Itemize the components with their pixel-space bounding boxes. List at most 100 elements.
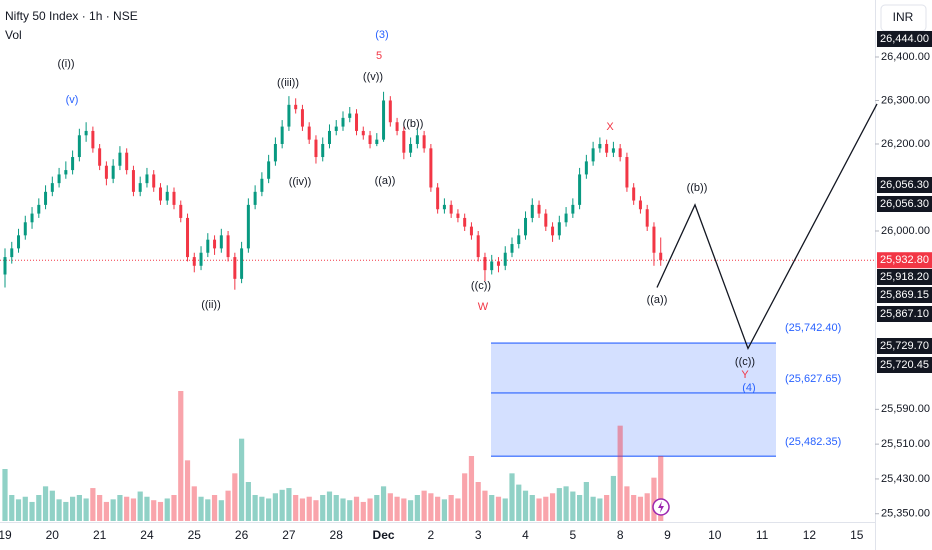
candle-body (50, 183, 54, 192)
x-tick-label: 4 (522, 528, 529, 542)
volume-bar (570, 491, 576, 521)
zone-label: (25,482.35) (785, 436, 841, 448)
candle-body (382, 100, 386, 140)
x-tick-label: Dec (373, 528, 395, 542)
y-tick-label: 25,510.00 (881, 438, 930, 450)
wave-label: ((iii)) (277, 77, 299, 89)
volume-bar (15, 499, 22, 521)
candle-body (524, 217, 528, 236)
volume-bar (380, 486, 387, 521)
candle-body (388, 100, 392, 123)
volume-bar (191, 486, 197, 521)
candle-body (341, 117, 345, 127)
wave-label: 5 (376, 50, 382, 62)
candle-body (537, 204, 541, 214)
candle-body (233, 257, 237, 279)
candle-body (165, 191, 169, 201)
volume-bar (577, 495, 583, 521)
price-tag: 25,867.10 (880, 308, 929, 320)
candle-body (213, 239, 217, 249)
x-tick-label: 3 (475, 528, 482, 542)
volume-bar (347, 500, 353, 521)
x-tick-label: 9 (664, 528, 671, 542)
volume-bar (49, 490, 55, 521)
volume-bar (651, 477, 657, 521)
candle-body (226, 235, 230, 258)
target-zone (491, 343, 776, 457)
volume-bar (272, 493, 278, 521)
candle-body (659, 252, 663, 261)
volume-bar (211, 495, 218, 521)
wave-label: ((i)) (57, 58, 74, 70)
candle-body (348, 113, 352, 118)
candle-body (125, 152, 129, 171)
candle-body (334, 126, 338, 131)
candle-body (3, 257, 7, 275)
candle-body (253, 191, 257, 205)
candle-body (186, 217, 190, 258)
candle-body (118, 152, 122, 166)
projection-path (656, 103, 878, 351)
candle-body (496, 261, 500, 266)
x-tick-label: 2 (428, 528, 435, 542)
y-tick-label: 26,300.00 (881, 94, 930, 106)
candle-body (469, 226, 473, 236)
candle-body (395, 122, 399, 131)
price-tag-bg (877, 269, 932, 285)
y-tick-label: 26,000.00 (881, 225, 930, 237)
volume-bar (502, 498, 508, 521)
volume-bar (428, 493, 434, 521)
x-tick-label: 20 (46, 528, 60, 542)
candle-body (91, 130, 95, 149)
zone-label: (25,742.40) (785, 322, 841, 334)
y-tick-label: 26,200.00 (881, 138, 930, 150)
x-tick-label: 28 (330, 528, 344, 542)
x-tick-label: 21 (93, 528, 107, 542)
x-tick-label: 11 (756, 528, 769, 542)
volume-bar (326, 491, 333, 521)
y-tick-label: 25,430.00 (881, 473, 930, 485)
volume-bar (83, 498, 89, 521)
candle-body (219, 235, 223, 249)
price-tag-bg (877, 287, 932, 303)
candle-body (273, 143, 277, 162)
price-tag: 26,444.00 (880, 33, 929, 45)
zone-label: (25,627.65) (785, 373, 841, 385)
candle-body (145, 174, 149, 184)
candle-body (172, 191, 176, 205)
candle-body (456, 213, 460, 218)
volume-bar (583, 482, 589, 521)
last-price-tag: 25,932.80 (880, 254, 929, 266)
volume-bar (536, 498, 542, 521)
volume-bar (604, 495, 610, 521)
volume-bar (97, 495, 103, 521)
candle-body (327, 130, 331, 144)
price-tag: 25,720.45 (880, 359, 929, 371)
volume-bar (245, 482, 251, 521)
price-tag-bg (877, 196, 932, 212)
volume-bar (408, 500, 414, 521)
volume-bar (76, 495, 82, 521)
volume-bar (340, 498, 346, 521)
candle-body (206, 239, 210, 253)
candle-body (584, 161, 588, 175)
candle-body (551, 226, 555, 236)
volume-bar (259, 496, 265, 521)
alert-icon[interactable] (652, 498, 670, 516)
volume-bar (637, 496, 644, 521)
volume-bar (110, 499, 116, 521)
volume-bar (367, 498, 373, 521)
candle-body (645, 209, 649, 227)
volume-bar (239, 438, 245, 521)
volume-bar (232, 473, 238, 521)
wave-label: ((a)) (647, 294, 668, 306)
y-tick-label: 26,400.00 (881, 51, 930, 63)
x-tick-label: 26 (235, 528, 249, 542)
volume-bar (225, 490, 231, 521)
candle-body (104, 165, 108, 179)
candle-body (158, 187, 162, 201)
volume-label: Vol (5, 28, 22, 42)
candle-body (246, 204, 250, 249)
candle-body (321, 143, 325, 158)
